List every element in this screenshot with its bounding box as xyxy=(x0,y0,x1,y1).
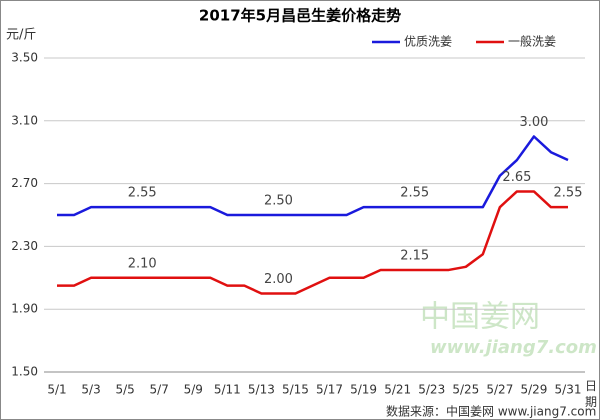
chart-title: 2017年5月昌邑生姜价格走势 xyxy=(199,7,401,25)
x-tick-label: 5/21 xyxy=(384,383,411,397)
data-label: 2.55 xyxy=(554,186,583,201)
data-label: 2.10 xyxy=(128,256,157,271)
y-tick-label: 2.30 xyxy=(11,239,38,253)
series-line xyxy=(57,135,569,217)
y-tick-label: 1.90 xyxy=(11,302,38,316)
x-tick-label: 5/27 xyxy=(486,383,513,397)
x-tick-label: 5/31 xyxy=(555,383,582,397)
x-tick-label: 5/1 xyxy=(47,383,66,397)
source: 数据来源：中国姜网 www.jiang7.com xyxy=(386,404,596,419)
watermark: www.jiang7.com xyxy=(430,337,597,358)
x-tick-label: 5/7 xyxy=(150,383,169,397)
y-tick-label: 3.10 xyxy=(11,113,38,127)
x-tick-label: 5/3 xyxy=(81,383,100,397)
data-label: 2.55 xyxy=(400,186,429,201)
y-axis-label: 元/斤 xyxy=(6,28,36,43)
x-tick-label: 5/23 xyxy=(418,383,445,397)
data-label: 2.50 xyxy=(264,194,293,209)
y-tick-label: 1.50 xyxy=(11,365,38,379)
x-tick-label: 5/5 xyxy=(115,383,134,397)
x-tick-label: 5/19 xyxy=(350,383,377,397)
x-axis-label: 日期 xyxy=(585,379,597,409)
x-tick-label: 5/25 xyxy=(452,383,479,397)
data-label: 3.00 xyxy=(519,115,548,130)
x-tick-label: 5/29 xyxy=(520,383,547,397)
legend-label: 优质洗姜 xyxy=(404,35,452,49)
data-label: 2.65 xyxy=(502,170,531,185)
watermark: 中国姜网 xyxy=(420,300,540,335)
series-line xyxy=(57,190,568,295)
x-tick-label: 5/15 xyxy=(282,383,309,397)
x-tick-label: 5/11 xyxy=(214,383,241,397)
data-label: 2.55 xyxy=(128,186,157,201)
x-tick-label: 5/17 xyxy=(316,383,343,397)
y-tick-label: 3.50 xyxy=(11,51,38,65)
y-tick-label: 2.70 xyxy=(11,176,38,190)
data-label: 2.15 xyxy=(400,248,429,263)
x-tick-label: 5/13 xyxy=(248,383,275,397)
x-tick-label: 5/9 xyxy=(184,383,203,397)
legend-label: 一般洗姜 xyxy=(508,34,556,49)
data-label: 2.00 xyxy=(264,272,293,287)
